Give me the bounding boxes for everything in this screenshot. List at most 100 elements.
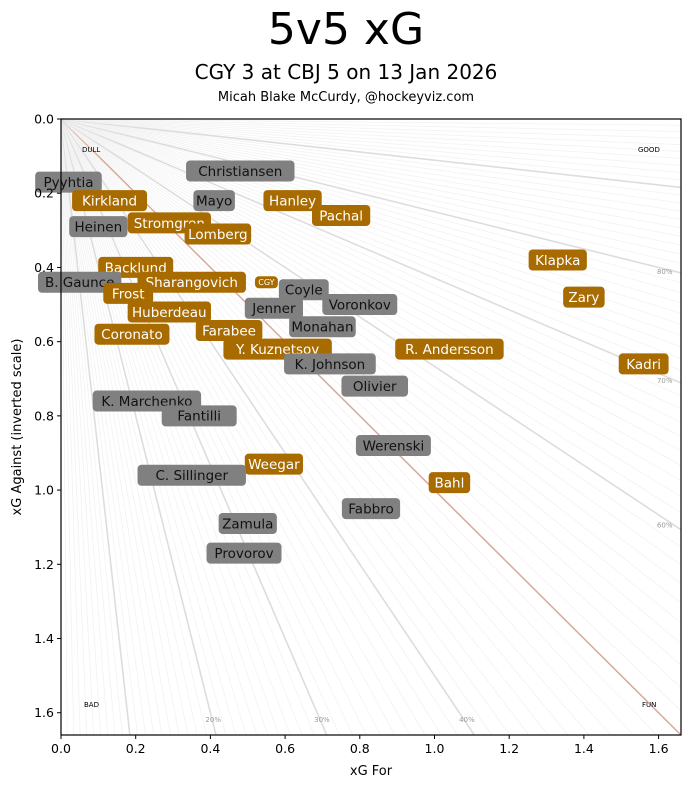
point-label: Monahan <box>291 320 353 336</box>
point-label: Hanley <box>269 193 316 209</box>
label-box <box>69 216 128 238</box>
y-tick-label: 0.6 <box>34 334 54 349</box>
point-label: CGY <box>258 278 274 287</box>
share-ray-64 <box>61 119 681 466</box>
point-label: Huberdeau <box>132 305 207 321</box>
share-ray-98 <box>61 119 681 132</box>
share-rays: 20% 30% 40% <box>61 119 681 735</box>
point-label: C. Sillinger <box>155 468 228 484</box>
share-ray-90 <box>61 119 681 189</box>
point-label: Mayo <box>196 193 232 209</box>
share-ray-59 <box>61 119 681 548</box>
point-label: Coyle <box>285 283 323 299</box>
label-box <box>322 294 398 316</box>
label-box <box>195 320 263 342</box>
x-tick-label: 0.8 <box>350 741 370 756</box>
y-tick-label: 1.4 <box>34 631 54 646</box>
point-label: R. Andersson <box>405 342 494 358</box>
share-ray-18 <box>61 119 198 735</box>
label-box <box>395 338 504 360</box>
y-tick-label: 1.2 <box>34 557 54 572</box>
label-box <box>563 286 605 308</box>
point-label: Klapka <box>535 253 580 269</box>
label-box <box>428 472 471 494</box>
label-box <box>244 297 304 319</box>
point-label: Weegar <box>248 457 300 473</box>
player-point: B. Gaunce <box>38 271 122 293</box>
label-box <box>218 512 277 534</box>
share-ray-68 <box>61 119 681 410</box>
chart-credit: Micah Blake McCurdy, @hockeyviz.com <box>217 90 475 105</box>
player-point: Pyyhtia <box>35 171 102 193</box>
point-label: Jenner <box>251 301 296 317</box>
player-point: Olivier <box>341 375 409 397</box>
label-box <box>263 190 322 212</box>
x-axis-label: xG For <box>350 764 393 779</box>
label-box <box>528 249 587 271</box>
axes: 60% 70% 80% DULL GOOD BAD FUN 0.0 0.2 0.4 0.6 0.8 1.… <box>10 112 682 779</box>
label-box <box>278 279 329 301</box>
share-ray-85 <box>61 119 681 229</box>
label-box <box>289 316 356 338</box>
point-label: Werenski <box>363 438 425 454</box>
player-point: Voronkov <box>322 294 398 316</box>
point-label: Heinen <box>75 219 123 235</box>
label-box <box>127 301 211 323</box>
share-ray-65 <box>61 119 681 452</box>
y-axis-label: xG Against (inverted scale) <box>10 339 25 516</box>
point-label: Voronkov <box>329 297 391 313</box>
player-point: Farabee <box>195 320 263 342</box>
player-point: Lomberg <box>184 223 252 245</box>
label-box <box>137 464 246 486</box>
player-point: Coyle <box>278 279 329 301</box>
player-point: Klapka <box>528 249 587 271</box>
point-label: K. Johnson <box>295 357 366 373</box>
share-ray-76 <box>61 119 681 314</box>
label-box <box>161 405 237 427</box>
x-tick-label: 1.0 <box>425 741 445 756</box>
point-label: Farabee <box>202 323 256 339</box>
share-label: 40% <box>459 716 475 724</box>
share-ray-86 <box>61 119 681 220</box>
share-ray-3 <box>61 119 81 735</box>
point-label: Kadri <box>626 357 661 373</box>
label-box <box>284 353 376 375</box>
label-box <box>103 282 154 304</box>
player-point: Weegar <box>244 453 304 475</box>
label-box <box>254 276 278 289</box>
share-ray-70 <box>61 119 681 384</box>
player-point: Frost <box>103 282 154 304</box>
label-box <box>193 190 235 212</box>
share-ray-57 <box>61 119 681 585</box>
share-ray-4 <box>61 119 88 735</box>
player-point: Heinen <box>69 216 128 238</box>
point-label: Fantilli <box>177 409 221 425</box>
point-label: Coronato <box>101 327 163 343</box>
share-label: 60% <box>657 522 673 530</box>
player-point: Hanley <box>263 190 322 212</box>
share-ray-89 <box>61 119 681 196</box>
label-box <box>355 435 431 457</box>
label-box <box>35 171 102 193</box>
share-ray-80 <box>61 119 681 274</box>
share-ray-94 <box>61 119 681 159</box>
share-ray-84 <box>61 119 681 237</box>
player-point: K. Johnson <box>284 353 376 375</box>
player-point: Monahan <box>289 316 356 338</box>
x-tick-label: 0.4 <box>200 741 220 756</box>
point-label: Zary <box>568 290 599 306</box>
share-ray-58 <box>61 119 681 566</box>
share-ray-24 <box>61 119 258 735</box>
share-ray-92 <box>61 119 681 173</box>
label-box <box>312 204 371 226</box>
label-box <box>206 542 282 564</box>
player-point: Pachal <box>312 204 371 226</box>
share-ray-93 <box>61 119 681 166</box>
data-points: Pyyhtia Christiansen Kirkland Mayo HanleyPac… <box>35 160 669 564</box>
player-point: Bahl <box>428 472 471 494</box>
player-point: Sharangovich <box>137 271 246 293</box>
plot-frame <box>60 118 682 736</box>
player-point: Kadri <box>618 353 669 375</box>
share-ray-17 <box>61 119 189 735</box>
